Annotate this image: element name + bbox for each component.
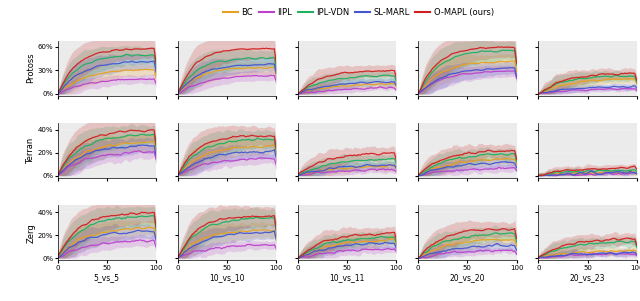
- X-axis label: 10_vs_11: 10_vs_11: [330, 273, 365, 282]
- Y-axis label: Zerg: Zerg: [26, 223, 35, 243]
- X-axis label: 10_vs_10: 10_vs_10: [209, 273, 244, 282]
- Y-axis label: Protoss: Protoss: [26, 53, 35, 83]
- Y-axis label: Terran: Terran: [26, 137, 35, 164]
- X-axis label: 5_vs_5: 5_vs_5: [94, 273, 120, 282]
- X-axis label: 20_vs_20: 20_vs_20: [450, 273, 485, 282]
- Legend: BC, IIPL, IPL-VDN, SL-MARL, O-MAPL (ours): BC, IIPL, IPL-VDN, SL-MARL, O-MAPL (ours…: [220, 4, 497, 20]
- X-axis label: 20_vs_23: 20_vs_23: [570, 273, 605, 282]
